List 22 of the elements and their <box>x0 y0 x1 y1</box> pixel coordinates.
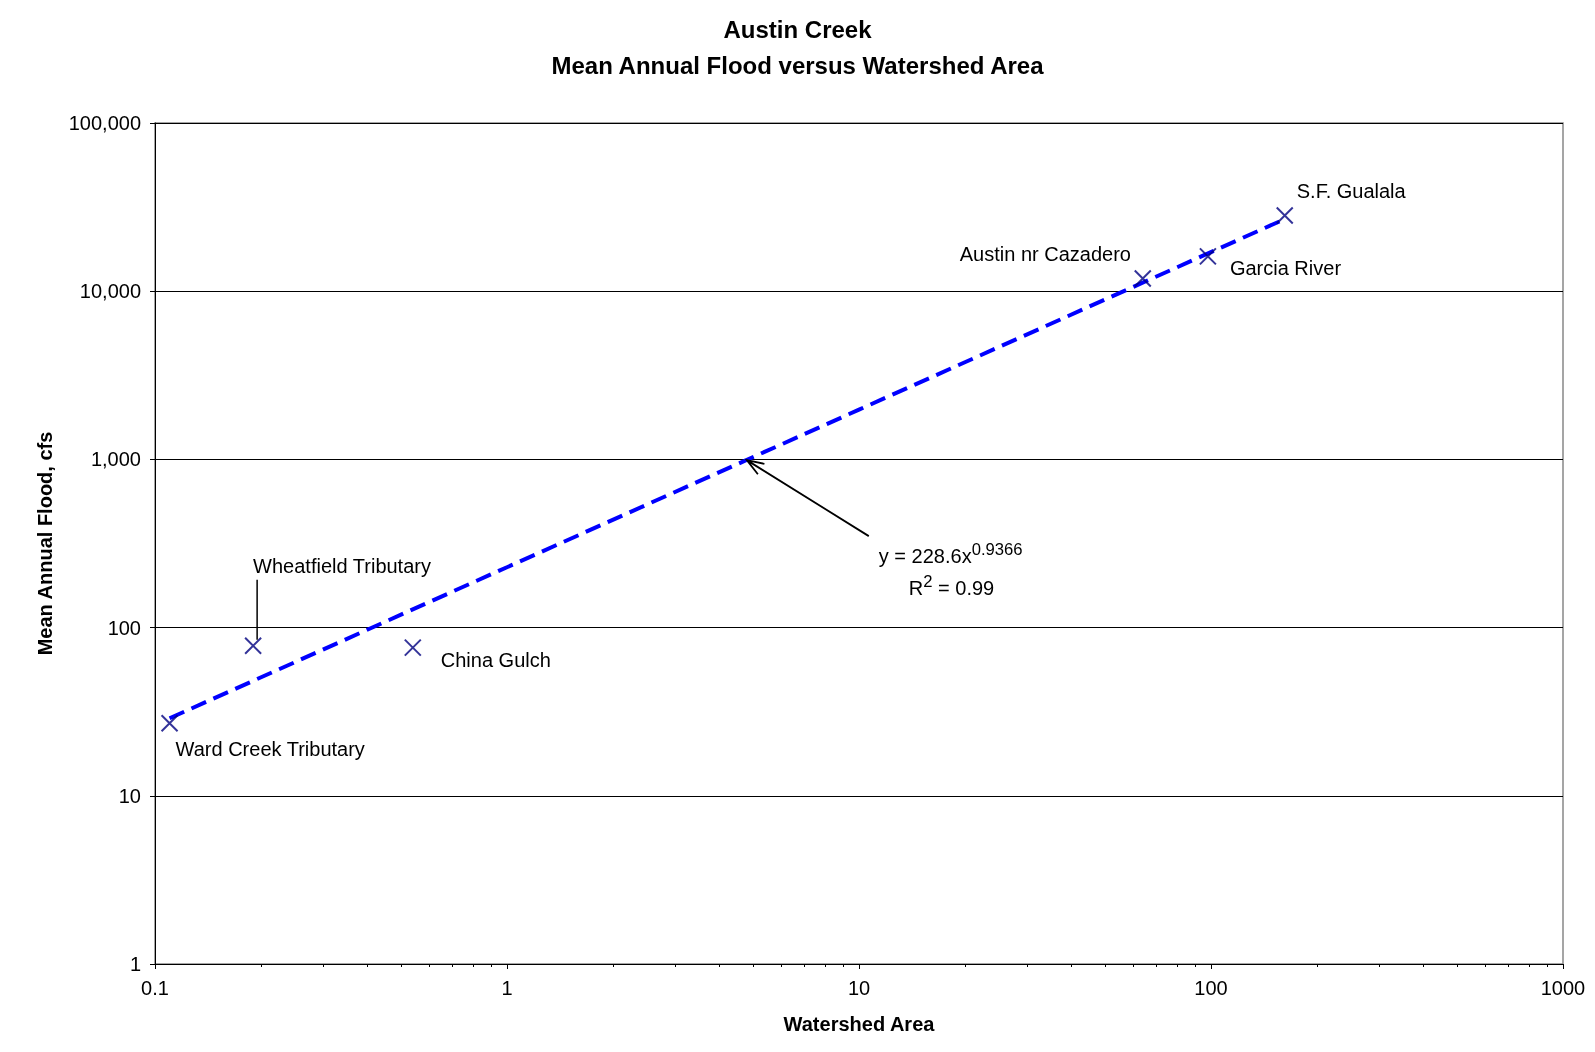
annotation: Ward Creek Tributary <box>175 737 365 762</box>
x-tick-label: 0.1 <box>141 977 169 999</box>
annotation: Wheatfield Tributary <box>253 553 431 578</box>
annotation: y = 228.6x$^{0.9366}$ <box>878 539 1023 568</box>
x-tick-label: 1 <box>501 977 513 999</box>
y-tick-label: 1 <box>129 953 141 975</box>
y-tick-label: 1,000 <box>90 448 141 471</box>
annotation: R$^{2}$ = 0.99 <box>908 571 995 600</box>
annotation: China Gulch <box>440 647 551 672</box>
x-tick-label: 1000 <box>1540 977 1586 999</box>
annotation: Garcia River <box>1229 256 1342 281</box>
x-tick-label: 10 <box>847 977 871 999</box>
y-tick-label: 100 <box>107 616 141 639</box>
x-tick-label: 100 <box>1194 977 1228 999</box>
chart-title: Austin Creek Mean Annual Flood versus Watershed Area <box>551 15 1045 79</box>
y-axis-title: Mean Annual Flood, cfs <box>34 431 56 656</box>
x-axis-title: Watershed Area <box>783 1013 936 1035</box>
y-tick-label: 10 <box>118 784 141 807</box>
y-tick-label: 10,000 <box>79 280 141 303</box>
annotation: Austin nr Cazadero <box>959 242 1131 267</box>
y-tick-label: 100,000 <box>68 112 141 134</box>
annotation: S.F. Gualala <box>1296 179 1406 204</box>
